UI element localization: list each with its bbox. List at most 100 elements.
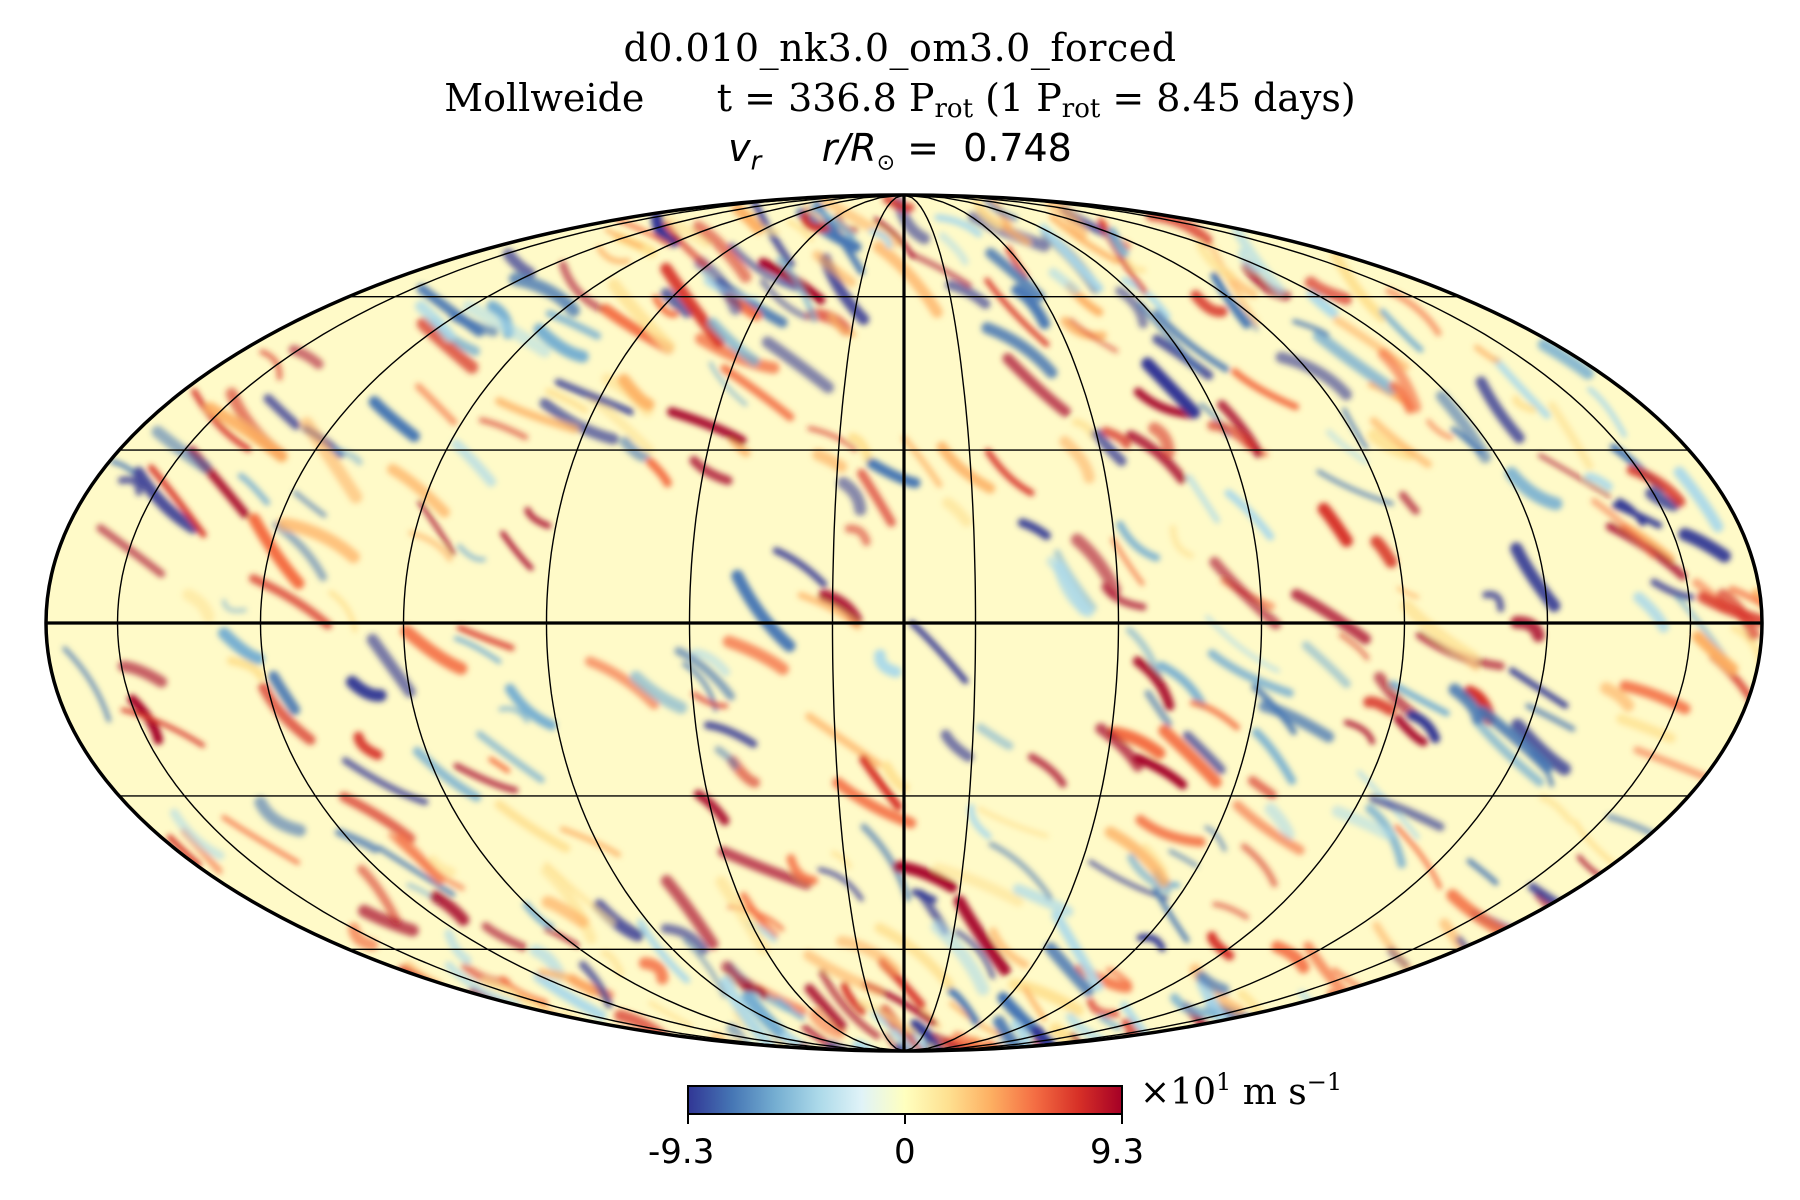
velocity-streak <box>226 656 266 681</box>
velocity-streak <box>660 262 725 348</box>
velocity-streak <box>874 922 955 990</box>
velocity-streak <box>1110 537 1145 586</box>
velocity-streak <box>1673 466 1724 533</box>
velocity-streak <box>646 457 672 488</box>
velocity-streak <box>120 707 206 748</box>
velocity-streak <box>117 660 168 688</box>
velocity-streak <box>1132 656 1175 711</box>
velocity-streak <box>148 464 207 538</box>
velocity-streak <box>1068 317 1119 354</box>
velocity-streak <box>1141 843 1168 874</box>
velocity-streak <box>874 649 902 678</box>
velocity-streak <box>945 279 991 310</box>
velocity-streak <box>786 854 818 885</box>
velocity-streak <box>1619 680 1691 715</box>
velocity-streak <box>830 850 852 869</box>
velocity-streak <box>1539 794 1574 825</box>
velocity-streak <box>1325 428 1369 465</box>
velocity-streak <box>1231 368 1300 411</box>
velocity-streak <box>416 283 485 337</box>
velocity-streak <box>930 920 990 996</box>
velocity-streak <box>62 646 112 723</box>
velocity-streak <box>780 1031 867 1051</box>
velocity-streak <box>691 691 729 709</box>
velocity-streak <box>812 250 857 288</box>
velocity-streak <box>596 245 631 265</box>
velocity-streak <box>989 927 1030 969</box>
map-outline <box>44 193 1764 1053</box>
velocity-streak <box>1538 453 1612 498</box>
velocity-streak <box>882 195 915 213</box>
velocity-streak <box>1393 714 1428 747</box>
velocity-streak <box>1633 591 1670 633</box>
velocity-streak <box>1547 401 1594 471</box>
velocity-streak <box>731 202 764 235</box>
velocity-streak <box>1290 589 1371 645</box>
velocity-streak <box>1086 997 1120 1018</box>
velocity-streak <box>259 349 283 381</box>
velocity-streak <box>1306 289 1339 318</box>
velocity-streak <box>1275 351 1352 401</box>
velocity-streak <box>872 241 943 318</box>
velocity-streak <box>504 683 557 731</box>
velocity-streak <box>1195 970 1230 996</box>
velocity-streak <box>1472 717 1545 787</box>
velocity-streak <box>940 729 974 762</box>
velocity-streak <box>703 721 758 748</box>
velocity-streak <box>1116 520 1161 562</box>
velocity-streak <box>707 317 760 367</box>
velocity-streak <box>277 517 360 564</box>
velocity-streak <box>499 975 549 1006</box>
colorbar-unit: ×101 m s−1 <box>1140 1068 1343 1113</box>
time-label: t = 336.8 Prot (1 Prot = 8.45 days) <box>716 76 1356 124</box>
graticule <box>46 195 1762 1051</box>
velocity-streak <box>592 899 644 942</box>
velocity-streak <box>1240 843 1278 888</box>
velocity-streak <box>1692 631 1739 675</box>
velocity-streak <box>502 248 536 279</box>
velocity-streak <box>292 490 327 518</box>
velocity-streak <box>1156 661 1207 709</box>
velocity-streak <box>1616 713 1676 744</box>
velocity-streak <box>936 441 996 494</box>
velocity-streak <box>1070 1032 1116 1051</box>
velocity-streak <box>909 251 972 289</box>
velocity-streak <box>1051 910 1103 992</box>
velocity-streak <box>739 892 779 939</box>
velocity-streak <box>1153 309 1230 373</box>
projection-label: Mollweide <box>444 76 645 120</box>
velocity-streak <box>1002 353 1071 417</box>
velocity-streak <box>578 960 613 1009</box>
velocity-streak <box>1169 524 1195 559</box>
velocity-streak <box>947 987 980 1026</box>
velocity-streak <box>604 227 644 249</box>
velocity-streak <box>1152 887 1190 943</box>
velocity-streak <box>1212 901 1250 920</box>
velocity-streak <box>629 670 688 714</box>
velocity-streak <box>1626 464 1686 508</box>
velocity-streak <box>494 800 571 853</box>
velocity-streak <box>1190 290 1228 318</box>
velocity-streak <box>1127 853 1172 895</box>
velocity-streak <box>1125 430 1187 484</box>
velocity-streak <box>166 834 202 868</box>
velocity-streak <box>1098 217 1148 295</box>
velocity-streak <box>720 364 795 422</box>
velocity-streak <box>1070 533 1122 597</box>
velocity-streak <box>1537 338 1594 380</box>
velocity-streak <box>1206 931 1235 961</box>
velocity-streak <box>1301 641 1351 689</box>
velocity-streak <box>191 388 252 453</box>
velocity-streak <box>1095 723 1144 772</box>
velocity-streak <box>988 841 1053 900</box>
velocity-streak <box>151 425 212 473</box>
velocity-streak <box>1104 826 1170 888</box>
velocity-streak <box>1207 420 1256 451</box>
velocity-streak <box>341 757 429 806</box>
velocity-streak <box>750 199 795 268</box>
velocity-streak <box>1504 466 1563 511</box>
velocity-streak <box>721 960 754 992</box>
velocity-streak <box>1406 710 1441 744</box>
velocity-streak <box>1678 528 1731 563</box>
velocity-streak <box>786 219 814 243</box>
